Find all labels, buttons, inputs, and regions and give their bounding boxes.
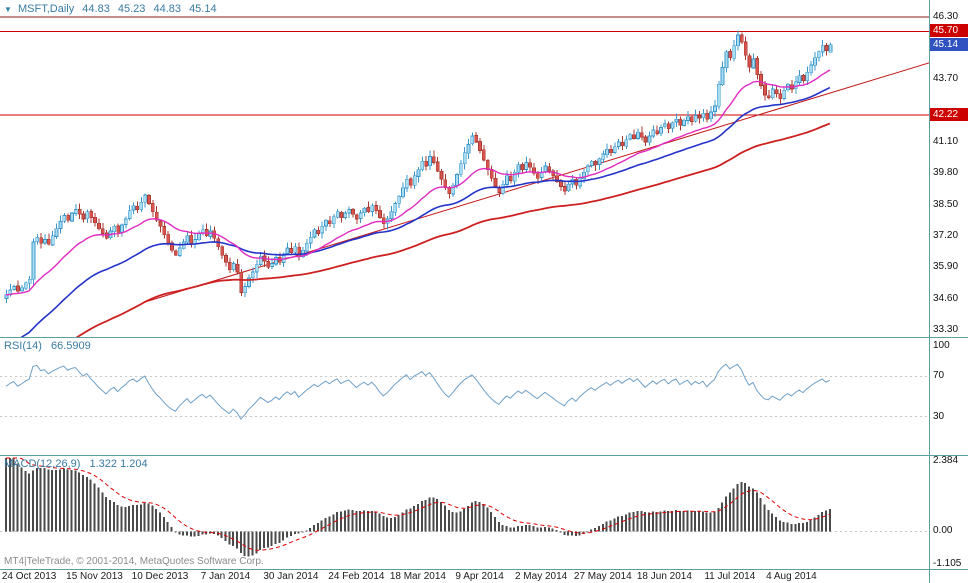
macd-tick: -1.105	[933, 558, 962, 569]
rsi-panel: RSI(14) 66.5909	[0, 338, 929, 455]
macd-value: 1.322 1.204	[89, 458, 148, 470]
price-axis[interactable]: 46.30 43.70 41.10 39.80 38.50 37.20 35.90 34.60…	[929, 0, 968, 583]
date-label: 15 Nov 2013	[66, 571, 123, 582]
symbol-marker-icon: ▼	[4, 5, 12, 14]
date-label: 30 Jan 2014	[263, 571, 319, 582]
symbol-info: ▼ MSFT,Daily 44.83 45.23 44.83 45.14	[4, 3, 222, 15]
price-tick: 33.30	[933, 323, 959, 335]
price-chart-canvas[interactable]	[0, 0, 929, 337]
macd-canvas[interactable]	[0, 456, 929, 569]
date-label: 10 Dec 2013	[131, 571, 189, 582]
ohlc-high: 45.23	[117, 3, 146, 15]
ohlc-close: 45.14	[189, 3, 217, 15]
copyright-label: MT4|TeleTrade, © 2001-2014, MetaQuotes S…	[4, 556, 264, 567]
macd-tick: 0.00	[933, 525, 953, 537]
price-badge: 45.14	[930, 37, 968, 51]
rsi-value: 66.5909	[50, 340, 91, 352]
rsi-canvas[interactable]	[0, 338, 929, 455]
macd-name: MACD(12,26,9)	[4, 458, 81, 470]
date-label: 7 Jan 2014	[200, 571, 251, 582]
panel-separator[interactable]	[0, 455, 968, 456]
date-label: 18 Jun 2014	[636, 571, 692, 582]
macd-tick: 2.384	[933, 455, 959, 466]
ohlc-open: 44.83	[82, 3, 110, 15]
price-tick: 46.30	[933, 10, 959, 22]
price-chart-panel: ▼ MSFT,Daily 44.83 45.23 44.83 45.14	[0, 0, 929, 337]
macd-panel: MACD(12,26,9) 1.322 1.204 MT4|TeleTrade,…	[0, 456, 929, 569]
macd-label: MACD(12,26,9) 1.322 1.204	[4, 458, 154, 470]
rsi-tick: 70	[933, 370, 945, 382]
price-tick: 39.80	[933, 167, 959, 179]
panel-separator[interactable]	[0, 337, 968, 338]
price-tick: 34.60	[933, 292, 959, 304]
rsi-name: RSI(14)	[4, 340, 42, 352]
ohlc-low: 44.83	[153, 3, 181, 15]
date-label: 18 Mar 2014	[389, 571, 446, 582]
rsi-tick: 30	[933, 410, 945, 422]
price-tick: 35.90	[933, 261, 959, 273]
date-label: 4 Aug 2014	[766, 571, 817, 582]
date-label: 11 Jul 2014	[704, 571, 756, 582]
panel-separator[interactable]	[0, 569, 968, 570]
date-label: 9 Apr 2014	[455, 571, 504, 582]
symbol-label: MSFT,Daily	[17, 3, 75, 15]
rsi-label: RSI(14) 66.5909	[4, 340, 97, 352]
price-tick: 41.10	[933, 136, 959, 147]
rsi-tick: 100	[933, 340, 950, 351]
date-label: 24 Feb 2014	[328, 571, 385, 582]
date-label: 24 Oct 2013	[1, 571, 57, 582]
price-tick: 38.50	[933, 198, 959, 210]
date-label: 2 May 2014	[514, 571, 568, 582]
date-label: 27 May 2014	[573, 571, 632, 582]
price-badge: 45.70	[930, 24, 968, 38]
price-tick: 43.70	[933, 73, 959, 85]
time-axis[interactable]: 24 Oct 2013 15 Nov 2013 10 Dec 2013 7 Jan 2…	[0, 570, 929, 583]
price-badge: 42.22	[930, 108, 968, 122]
price-tick: 37.20	[933, 229, 959, 241]
